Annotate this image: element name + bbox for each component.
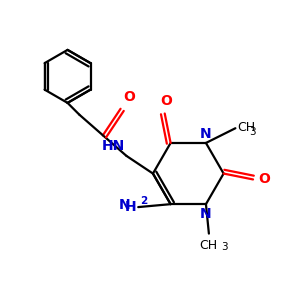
Text: N: N [200, 127, 212, 141]
Text: CH: CH [237, 121, 255, 134]
Text: N: N [119, 198, 131, 212]
Text: H: H [125, 200, 137, 214]
Text: O: O [124, 90, 135, 104]
Text: O: O [160, 94, 172, 108]
Text: 3: 3 [250, 127, 256, 137]
Text: N: N [200, 206, 212, 220]
Text: HN: HN [102, 139, 125, 153]
Text: 2: 2 [140, 196, 147, 206]
Text: O: O [258, 172, 270, 186]
Text: 3: 3 [221, 242, 227, 252]
Text: CH: CH [199, 239, 218, 252]
